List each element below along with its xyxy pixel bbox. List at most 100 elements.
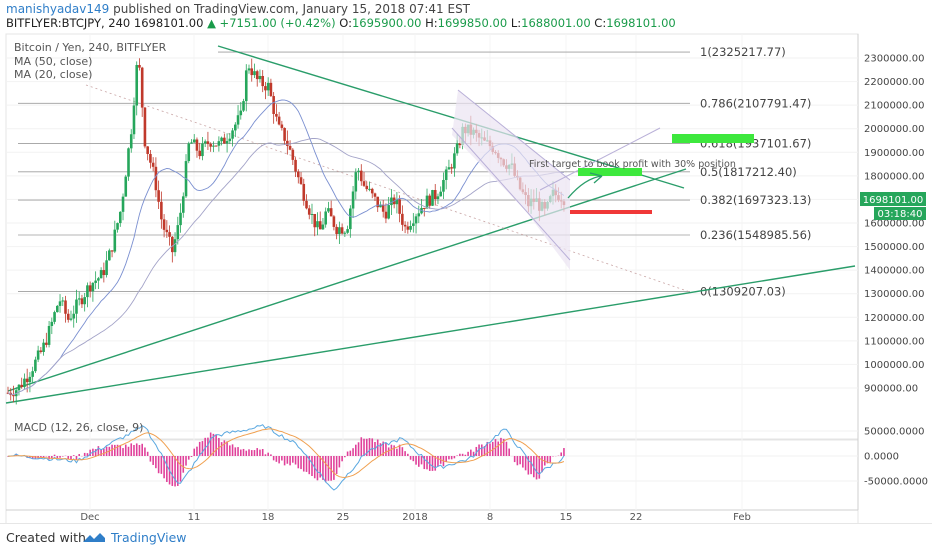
target-annotation[interactable]: First target to book profit with 30% pos… (529, 159, 736, 170)
candle-body (165, 229, 169, 233)
candle-body (214, 145, 218, 147)
macd-tick-label: -50000.0000 (864, 477, 928, 488)
candle-body (181, 196, 185, 213)
time-tick-label: 15 (560, 512, 573, 523)
candle-body (412, 223, 415, 226)
candle-body (368, 188, 371, 190)
candle-body (64, 300, 67, 314)
high-value: 1699850.00 (437, 16, 508, 30)
candle-body (316, 221, 319, 228)
candle-body (83, 297, 86, 305)
candle-body (168, 232, 171, 237)
footer: Created with TradingView (0, 523, 932, 551)
candle-body (283, 127, 286, 141)
candle-body (228, 138, 232, 142)
candle-body (129, 134, 133, 149)
candle-body (36, 350, 40, 360)
macd-tick-label: 50000.0000 (864, 427, 924, 438)
candle-body (406, 226, 410, 230)
price-tick-label: 1100000.00 (864, 336, 924, 347)
tradingview-logo-icon[interactable] (82, 530, 106, 544)
candle-body (72, 313, 76, 319)
candle-body (395, 199, 399, 205)
candle-body (50, 321, 54, 326)
candle-body (239, 110, 243, 116)
channel-drawing[interactable] (451, 89, 754, 270)
candle-body (88, 285, 92, 292)
candle-body (242, 101, 245, 111)
candle-body (425, 195, 429, 209)
candle-body (431, 190, 434, 206)
legend-ma20: MA (20, close) (14, 68, 92, 81)
candle-body (349, 208, 352, 230)
candle-body (34, 359, 37, 372)
channel-upper-line (457, 89, 571, 181)
candle-body (53, 312, 56, 322)
candle-body (151, 162, 155, 167)
candle-body (269, 82, 273, 97)
time-tick-label: 25 (337, 512, 350, 523)
candle-body (324, 211, 327, 225)
candle-body (143, 107, 147, 147)
long-term-trendline (5, 265, 856, 404)
ascending-trendline (7, 168, 687, 392)
candle-body (42, 342, 45, 352)
price-tick-label: 900000.00 (864, 384, 918, 395)
candle-body (403, 224, 407, 227)
candle-body (203, 141, 207, 144)
candle-body (398, 199, 401, 214)
last-price-badge-text: 1698101.00 (863, 195, 923, 206)
dotted-trendline (85, 84, 691, 293)
candle-body (255, 71, 259, 80)
candle-body (343, 232, 347, 234)
candle-body (414, 216, 418, 224)
candle-body (321, 224, 325, 230)
price-tick-label: 2200000.00 (864, 77, 924, 88)
tradingview-brand-link[interactable]: TradingView (111, 530, 187, 545)
candle-body (47, 325, 51, 345)
channel-shading (452, 90, 570, 270)
candle-body (206, 141, 210, 145)
candle-body (110, 250, 114, 252)
time-tick-label: Feb (733, 512, 751, 523)
signal-line (8, 428, 565, 479)
price-tick-label: 1900000.00 (864, 148, 924, 159)
countdown-badge (874, 207, 926, 220)
chart-canvas[interactable]: 1(2325217.77)0.786(2107791.47)0.618(1937… (0, 30, 932, 523)
candle-body (171, 236, 174, 253)
author-link[interactable]: manishyadav149 (6, 2, 110, 16)
candle-body (250, 68, 254, 76)
candle-body (455, 143, 459, 154)
grid (6, 34, 858, 510)
candle-body (99, 270, 103, 279)
candle-body (379, 204, 382, 208)
trendlines[interactable] (5, 45, 856, 404)
price-axis[interactable]: 2300000.00 2200000.00 2100000.00 2000000.00… (864, 54, 928, 488)
candle-body (80, 298, 84, 305)
price-tick-label: 2000000.00 (864, 124, 924, 135)
candle-body (381, 204, 385, 212)
main-pane[interactable] (5, 33, 859, 440)
candle-body (127, 148, 130, 177)
candle-body (17, 384, 21, 391)
candle-body (401, 213, 404, 225)
candle-body (272, 96, 275, 114)
candle-body (310, 213, 314, 215)
candle-body (277, 116, 281, 125)
candle-body (201, 143, 204, 157)
candle-body (390, 197, 393, 206)
candle-body (162, 219, 166, 230)
candle-body (439, 191, 443, 197)
candle-body (108, 250, 111, 261)
candle-body (77, 298, 81, 300)
candle-body (351, 191, 355, 209)
candle-body (20, 384, 23, 388)
channel-lower-line (451, 127, 571, 261)
time-axis[interactable]: Dec 11 18 25 2018 8 15 22 Feb (80, 512, 751, 523)
candle-body (288, 145, 292, 150)
candle-body (23, 378, 26, 388)
candle-body (69, 318, 73, 320)
fib-retracement[interactable]: 1(2325217.77)0.786(2107791.47)0.618(1937… (18, 45, 811, 299)
stop-loss-red-marker (570, 210, 652, 214)
macd-indicator (7, 424, 565, 491)
